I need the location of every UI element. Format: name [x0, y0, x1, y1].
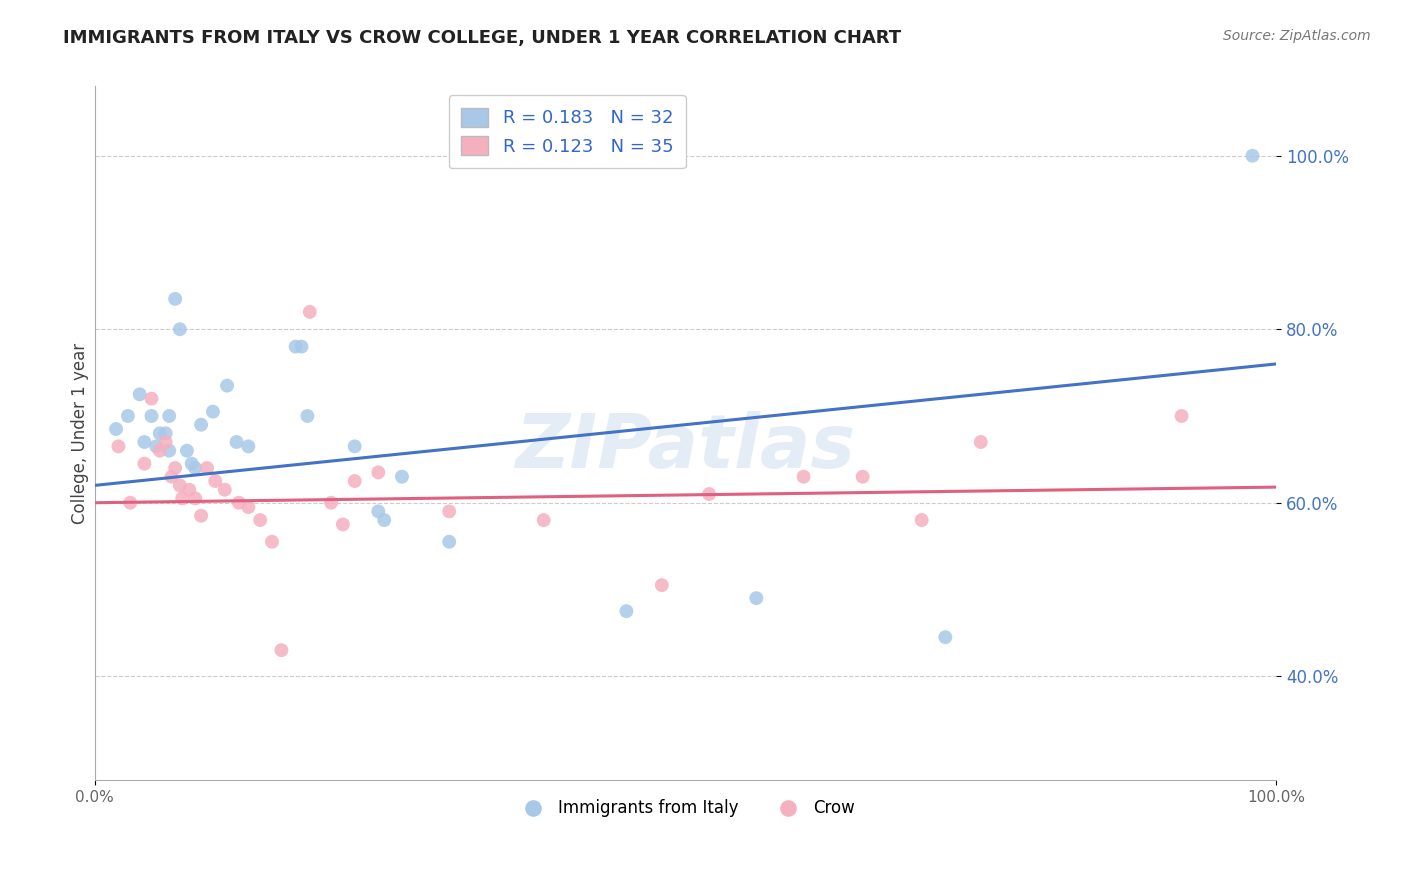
Point — [172, 491, 194, 506]
Point — [190, 508, 212, 523]
Point — [238, 439, 260, 453]
Point — [911, 513, 934, 527]
Point — [141, 409, 163, 423]
Point — [367, 466, 389, 480]
Legend: Immigrants from Italy, Crow: Immigrants from Italy, Crow — [509, 793, 862, 824]
Point — [270, 643, 292, 657]
Point — [145, 439, 167, 453]
Point — [290, 340, 312, 354]
Point — [204, 474, 226, 488]
Point — [149, 443, 172, 458]
Point — [934, 630, 956, 644]
Point — [793, 469, 815, 483]
Point — [852, 469, 875, 483]
Point — [260, 534, 283, 549]
Point — [128, 387, 150, 401]
Point — [238, 500, 260, 514]
Point — [298, 305, 321, 319]
Point — [284, 340, 307, 354]
Point — [437, 504, 460, 518]
Point — [155, 435, 177, 450]
Point — [184, 461, 207, 475]
Point — [228, 496, 250, 510]
Text: IMMIGRANTS FROM ITALY VS CROW COLLEGE, UNDER 1 YEAR CORRELATION CHART: IMMIGRANTS FROM ITALY VS CROW COLLEGE, U… — [63, 29, 901, 46]
Point — [169, 478, 191, 492]
Text: Source: ZipAtlas.com: Source: ZipAtlas.com — [1223, 29, 1371, 43]
Point — [157, 443, 180, 458]
Point — [141, 392, 163, 406]
Point — [533, 513, 555, 527]
Point — [1170, 409, 1192, 423]
Point — [105, 422, 128, 436]
Text: ZIPatlas: ZIPatlas — [516, 410, 855, 483]
Point — [319, 496, 342, 510]
Point — [367, 504, 389, 518]
Point — [332, 517, 354, 532]
Y-axis label: College, Under 1 year: College, Under 1 year — [72, 343, 89, 524]
Point — [249, 513, 271, 527]
Point — [437, 534, 460, 549]
Point — [179, 483, 201, 497]
Point — [134, 457, 156, 471]
Point — [157, 409, 180, 423]
Point — [149, 426, 172, 441]
Point — [165, 461, 187, 475]
Point — [184, 491, 207, 506]
Point — [190, 417, 212, 432]
Point — [169, 322, 191, 336]
Point — [391, 469, 413, 483]
Point — [117, 409, 139, 423]
Point — [165, 292, 187, 306]
Point — [697, 487, 720, 501]
Point — [343, 474, 366, 488]
Point — [201, 404, 224, 418]
Point — [616, 604, 638, 618]
Point — [1241, 149, 1264, 163]
Point — [160, 469, 183, 483]
Point — [195, 461, 218, 475]
Point — [225, 435, 247, 450]
Point — [651, 578, 673, 592]
Point — [217, 378, 239, 392]
Point — [120, 496, 142, 510]
Point — [176, 443, 198, 458]
Point — [155, 426, 177, 441]
Point — [180, 457, 202, 471]
Point — [107, 439, 129, 453]
Point — [970, 435, 993, 450]
Point — [134, 435, 156, 450]
Point — [373, 513, 395, 527]
Point — [745, 591, 768, 606]
Point — [343, 439, 366, 453]
Point — [214, 483, 236, 497]
Point — [297, 409, 319, 423]
